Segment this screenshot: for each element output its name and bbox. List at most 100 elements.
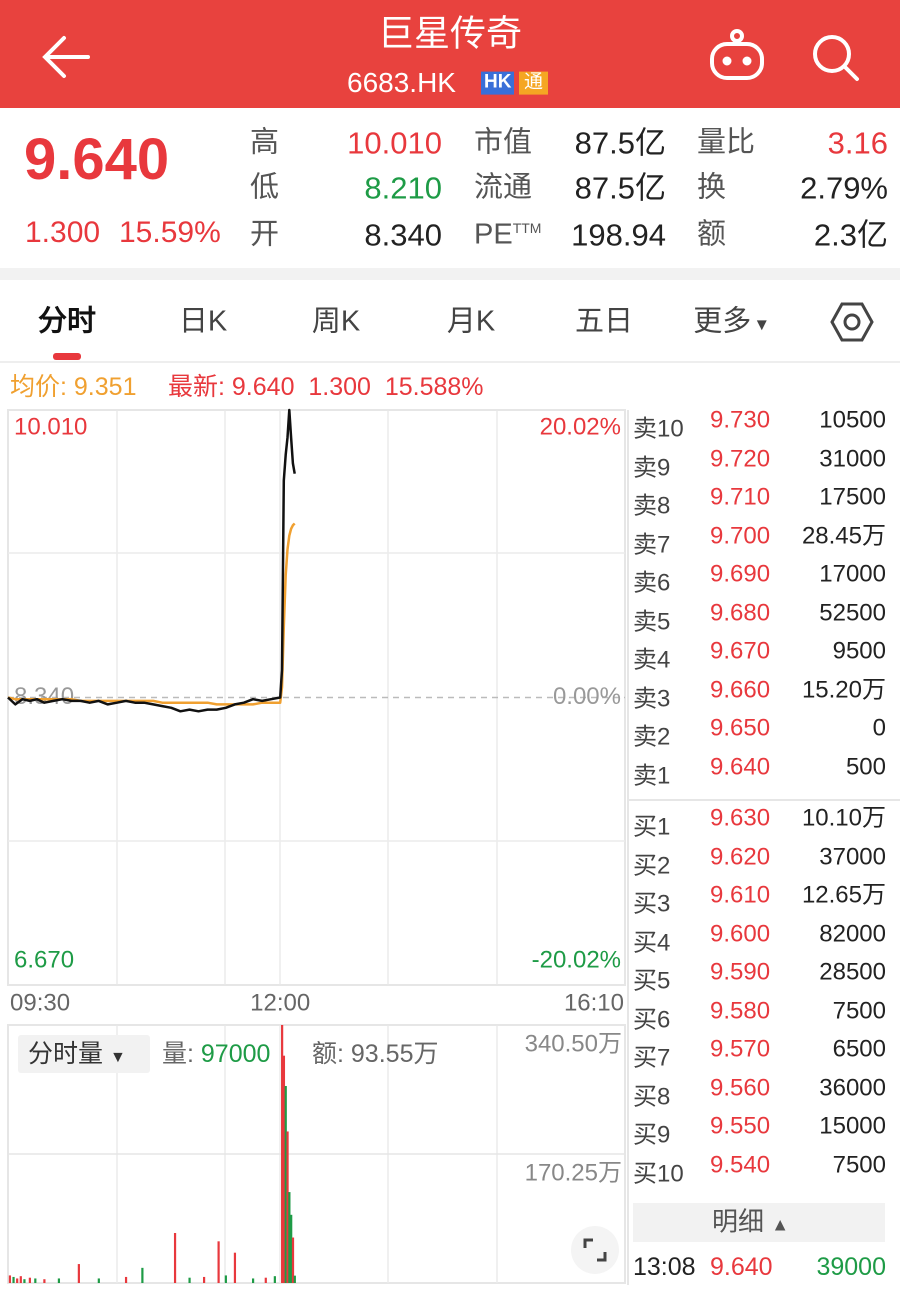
book-price: 9.620 xyxy=(710,843,771,871)
avg-label: 均价: 9.351 xyxy=(10,372,136,402)
book-price: 9.670 xyxy=(710,637,771,665)
book-level: 卖8 xyxy=(633,492,671,520)
book-volume: 9500 xyxy=(832,637,886,665)
x-tick-label: 12:00 xyxy=(250,989,310,1016)
book-price: 9.540 xyxy=(710,1151,771,1179)
book-volume: 15000 xyxy=(819,1112,886,1140)
tab[interactable]: 更多 ▾ xyxy=(693,305,767,338)
volume-bar xyxy=(291,1237,295,1283)
page-title: 巨星传奇 xyxy=(377,12,523,54)
tab[interactable]: 月K xyxy=(446,305,496,338)
book-level: 买8 xyxy=(633,1083,671,1111)
volume-bar xyxy=(8,1275,12,1283)
stat-value: 198.94 xyxy=(571,217,666,253)
latest-change: 1.300 xyxy=(308,373,371,401)
book-level: 买10 xyxy=(633,1160,684,1188)
book-volume: 31000 xyxy=(819,445,886,473)
stat-label: PETTM xyxy=(474,218,542,251)
book-volume: 10500 xyxy=(819,406,886,434)
volume-bar xyxy=(293,1275,296,1283)
robot-button[interactable] xyxy=(710,29,764,80)
book-price: 9.610 xyxy=(710,881,771,909)
last-price: 9.640 xyxy=(24,127,170,193)
y-tick-label: 10.010 xyxy=(14,413,87,440)
stat-value: 10.010 xyxy=(347,125,442,161)
latest-info: 最新: 9.640 1.300 15.588% xyxy=(168,372,484,402)
volume-bar xyxy=(124,1276,128,1283)
volume-info: 量: 97000 xyxy=(162,1039,270,1069)
y-tick-label: 6.670 xyxy=(14,946,74,973)
book-price: 9.580 xyxy=(710,997,771,1025)
price-line xyxy=(7,522,296,706)
book-level: 卖6 xyxy=(633,569,671,597)
x-tick-label: 09:30 xyxy=(10,989,70,1016)
volume-value: 97000 xyxy=(200,1040,271,1068)
volume-bar xyxy=(97,1278,100,1283)
volume-bar xyxy=(233,1252,237,1283)
volume-bar xyxy=(141,1267,144,1283)
book-level: 买3 xyxy=(633,890,671,918)
volume-bar xyxy=(217,1241,220,1283)
amount-label: 额: xyxy=(312,1040,344,1068)
volume-bar xyxy=(281,1025,284,1283)
tab[interactable]: 日K xyxy=(178,305,228,338)
volume-bar xyxy=(173,1232,177,1283)
x-tick-label: 16:10 xyxy=(564,989,624,1016)
y2-tick-label: 0.00% xyxy=(553,683,621,710)
book-volume: 36000 xyxy=(819,1074,886,1102)
connect-badge: 通 xyxy=(519,71,549,95)
price-change: 1.300 xyxy=(25,216,101,249)
market-badge: HK xyxy=(481,71,515,95)
back-button[interactable] xyxy=(42,36,90,78)
volume-bar xyxy=(202,1276,206,1283)
book-price: 9.600 xyxy=(710,920,771,948)
stat-label: 流通 xyxy=(474,171,533,204)
stat-value: 87.5亿 xyxy=(574,125,666,161)
y2-tick-label: -20.02% xyxy=(532,946,621,973)
book-level: 卖2 xyxy=(633,723,671,751)
book-price: 9.700 xyxy=(710,522,771,550)
volume-bar xyxy=(43,1279,46,1283)
search-button[interactable] xyxy=(813,35,859,81)
latest-price: 9.640 xyxy=(231,373,295,401)
y-tick-label: 170.25万 xyxy=(525,1159,622,1186)
expand-button[interactable] xyxy=(571,1226,619,1274)
detail-label[interactable]: 明细 ▲ xyxy=(712,1206,790,1237)
book-price: 9.650 xyxy=(710,714,771,742)
book-price: 9.720 xyxy=(710,445,771,473)
book-price: 9.590 xyxy=(710,958,771,986)
book-level: 卖10 xyxy=(633,415,684,443)
volume-selector-text[interactable]: 分时量 ▼ xyxy=(28,1040,126,1068)
tab-underline xyxy=(53,353,81,360)
stock-code: 6683.HK xyxy=(347,67,456,99)
y2-tick-label: 20.02% xyxy=(540,413,621,440)
avg-price: 9.351 xyxy=(73,373,137,401)
stat-label-sup: TTM xyxy=(512,219,542,236)
book-volume: 17000 xyxy=(819,560,886,588)
stat-value: 87.5亿 xyxy=(574,170,666,206)
book-volume: 7500 xyxy=(832,1151,886,1179)
tab[interactable]: 五日 xyxy=(574,305,634,338)
volume-label: 量: xyxy=(162,1040,194,1068)
tab[interactable]: 周K xyxy=(311,305,361,338)
avg-label-text: 均价: xyxy=(10,373,67,401)
settings-button[interactable] xyxy=(830,302,874,342)
book-level: 卖5 xyxy=(633,608,671,636)
book-level: 买5 xyxy=(633,967,671,995)
book-level: 买2 xyxy=(633,852,671,880)
volume-bar xyxy=(12,1276,15,1283)
book-volume: 10.10万 xyxy=(801,804,886,832)
stat-label: 量比 xyxy=(697,126,756,159)
y-tick-label: 340.50万 xyxy=(525,1030,622,1057)
volume-bar xyxy=(264,1277,267,1283)
volume-bar xyxy=(288,1192,291,1283)
volume-bar xyxy=(188,1277,191,1283)
dropdown-arrow: ▾ xyxy=(751,313,767,336)
volume-selector[interactable] xyxy=(18,1035,150,1073)
y-tick-label: 8.340 xyxy=(14,683,74,710)
detail-button[interactable] xyxy=(633,1203,885,1242)
book-volume: 7500 xyxy=(832,997,886,1025)
stat-label: 市值 xyxy=(474,126,533,159)
tab[interactable]: 分时 xyxy=(37,305,97,338)
